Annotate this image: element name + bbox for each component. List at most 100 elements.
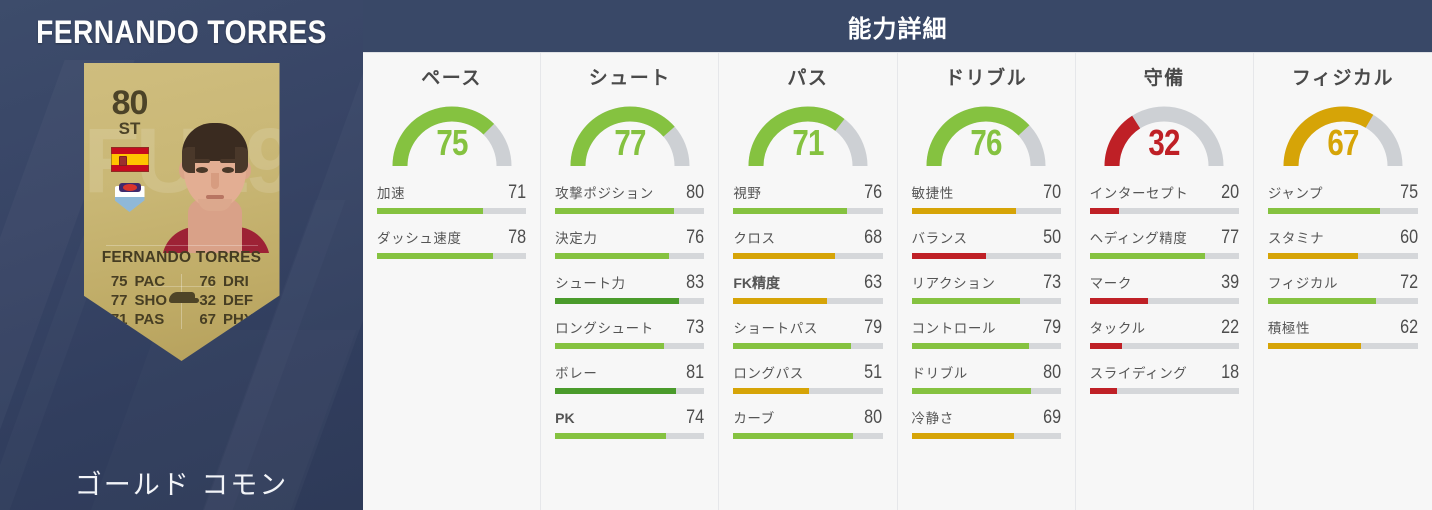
sub-attribute-row: インターセプト 20 bbox=[1089, 182, 1239, 214]
sub-attribute-label: 決定力 bbox=[555, 231, 598, 247]
sub-attribute-bar-fill bbox=[555, 298, 679, 304]
sub-attribute-row: タックル 22 bbox=[1089, 317, 1239, 349]
sub-attribute-label: 積極性 bbox=[1267, 321, 1311, 337]
sub-attribute-value: 79 bbox=[1042, 317, 1061, 338]
card-position: ST bbox=[118, 119, 141, 139]
sub-attribute-row: 積極性 62 bbox=[1267, 317, 1418, 349]
card-stat-phy: 67 PHY bbox=[196, 312, 262, 328]
gauge-value: 71 bbox=[792, 122, 824, 163]
card-stat-label: DEF bbox=[223, 292, 253, 310]
sub-attribute-bar bbox=[911, 433, 1061, 439]
sub-attribute-bar-fill bbox=[911, 253, 987, 259]
page-title: FERNANDO TORRES bbox=[36, 14, 327, 50]
sub-attribute-row: ロングシュート 73 bbox=[555, 317, 705, 349]
attribute-column-3: パス 71 視野 76 クロス 68 FK精度 63 ショートパス 79 ロングパス 51 カーブ 80 bbox=[719, 53, 898, 510]
sub-attribute-bar-fill bbox=[555, 343, 665, 349]
sub-attribute-row: 決定力 76 bbox=[555, 227, 705, 259]
sub-attribute-bar-fill bbox=[1089, 208, 1120, 214]
sub-attribute-row: カーブ 80 bbox=[733, 407, 883, 439]
attribute-column-4: ドリブル 76 敏捷性 70 バランス 50 リアクション 73 コントロール 79 ドリブル 80 冷… bbox=[897, 53, 1076, 510]
sub-attribute-value: 50 bbox=[1042, 227, 1061, 248]
sub-attribute-bar-fill bbox=[555, 388, 676, 394]
sub-attribute-value: 76 bbox=[686, 227, 705, 248]
attribute-column-title: 守備 bbox=[1143, 67, 1185, 89]
player-card-wrapper: FU19 80 ST bbox=[0, 63, 363, 361]
attribute-column-6: フィジカル 67 ジャンプ 75 スタミナ 60 フィジカル 72 積極性 62 bbox=[1253, 53, 1432, 510]
sub-attribute-bar-fill bbox=[911, 343, 1030, 349]
gauge-value: 77 bbox=[614, 122, 646, 163]
sub-attribute-row: フィジカル 72 bbox=[1267, 272, 1418, 304]
sub-attribute-bar-fill bbox=[377, 253, 494, 259]
card-stat-value: 77 bbox=[110, 292, 128, 310]
card-stat-label: DRI bbox=[223, 273, 249, 290]
attribute-column-5: 守備 32 インターセプト 20 ヘディング精度 77 マーク 39 タックル 22 スライディング… bbox=[1075, 53, 1254, 510]
sub-attribute-row: スライディング 18 bbox=[1089, 362, 1239, 394]
sub-attribute-bar bbox=[733, 343, 883, 349]
sub-attribute-value: 81 bbox=[686, 362, 705, 383]
sub-attribute-label: ドリブル bbox=[911, 366, 968, 382]
sub-attribute-value: 83 bbox=[686, 272, 705, 293]
spain-flag-icon bbox=[110, 147, 149, 172]
sub-attribute-label: インターセプト bbox=[1089, 186, 1189, 202]
sub-attribute-bar bbox=[1267, 208, 1418, 214]
sub-attribute-value: 63 bbox=[864, 272, 883, 293]
sub-attribute-bar bbox=[1089, 253, 1239, 259]
sub-attribute-bar bbox=[911, 343, 1061, 349]
sub-attribute-value: 71 bbox=[508, 182, 527, 203]
sub-attribute-value: 77 bbox=[1220, 227, 1239, 248]
card-rating-block: 80 ST bbox=[102, 84, 158, 139]
sub-attribute-list: 加速 71 ダッシュ速度 78 bbox=[377, 182, 527, 272]
sub-attribute-label: シュート力 bbox=[555, 276, 626, 292]
gauge-wrapper: 77 bbox=[555, 96, 704, 172]
sub-attribute-bar bbox=[1089, 208, 1239, 214]
sub-attribute-bar bbox=[377, 208, 527, 214]
sub-attribute-bar bbox=[911, 208, 1061, 214]
card-stat-value: 32 bbox=[199, 292, 216, 310]
sub-attribute-value: 20 bbox=[1220, 182, 1239, 203]
player-card[interactable]: FU19 80 ST bbox=[83, 63, 280, 361]
sub-attribute-value: 79 bbox=[864, 317, 883, 338]
sub-attribute-value: 72 bbox=[1400, 272, 1418, 293]
sub-attribute-label: カーブ bbox=[733, 411, 775, 427]
sub-attribute-row: コントロール 79 bbox=[911, 317, 1061, 349]
sub-attribute-bar-fill bbox=[377, 208, 483, 214]
gauge-value: 67 bbox=[1327, 122, 1359, 163]
attribute-gauge: 71 bbox=[736, 96, 880, 172]
card-stat-label: PAC bbox=[134, 273, 166, 290]
sub-attribute-row: 冷静さ 69 bbox=[911, 407, 1061, 439]
sub-attribute-label: 加速 bbox=[377, 186, 406, 202]
sub-attribute-row: PK 74 bbox=[555, 407, 705, 439]
sub-attribute-row: 攻撃ポジション 80 bbox=[555, 182, 705, 214]
sub-attribute-label: マーク bbox=[1089, 276, 1132, 292]
sub-attribute-value: 73 bbox=[686, 317, 705, 338]
sub-attribute-label: ダッシュ速度 bbox=[377, 231, 462, 247]
sub-attribute-bar-fill bbox=[1267, 208, 1381, 214]
sub-attribute-value: 18 bbox=[1220, 362, 1239, 383]
gauge-value: 76 bbox=[970, 122, 1002, 163]
sub-attribute-row: ロングパス 51 bbox=[733, 362, 883, 394]
sub-attribute-value: 60 bbox=[1400, 227, 1418, 248]
sub-attribute-row: バランス 50 bbox=[911, 227, 1061, 259]
sub-attribute-label: ショートパス bbox=[733, 321, 818, 337]
football-boot-icon bbox=[168, 292, 199, 303]
card-type-label: ゴールド コモン bbox=[74, 470, 289, 501]
sub-attribute-value: 80 bbox=[1042, 362, 1061, 383]
sub-attribute-value: 73 bbox=[1042, 272, 1061, 293]
sub-attribute-bar-fill bbox=[555, 253, 669, 259]
sub-attribute-bar-fill bbox=[1089, 388, 1117, 394]
sub-attribute-bar-fill bbox=[1267, 298, 1376, 304]
card-stat-pas: 71 PAS bbox=[108, 312, 182, 328]
sub-attribute-row: スタミナ 60 bbox=[1267, 227, 1418, 259]
attribute-column-title: フィジカル bbox=[1291, 67, 1394, 89]
sub-attribute-bar bbox=[377, 253, 527, 259]
card-overall-rating: 80 bbox=[111, 84, 149, 122]
sub-attribute-bar-fill bbox=[911, 298, 1021, 304]
sub-attribute-row: ショートパス 79 bbox=[733, 317, 883, 349]
sub-attribute-bar bbox=[1267, 343, 1418, 349]
sub-attribute-label: ヘディング精度 bbox=[1089, 231, 1188, 247]
sub-attribute-label: 冷静さ bbox=[911, 411, 954, 427]
card-stat-pac: 75 PAC bbox=[108, 273, 182, 290]
sub-attribute-bar-fill bbox=[1089, 298, 1148, 304]
sub-attribute-bar-fill bbox=[733, 433, 853, 439]
card-stat-dri: 76 DRI bbox=[196, 273, 262, 290]
